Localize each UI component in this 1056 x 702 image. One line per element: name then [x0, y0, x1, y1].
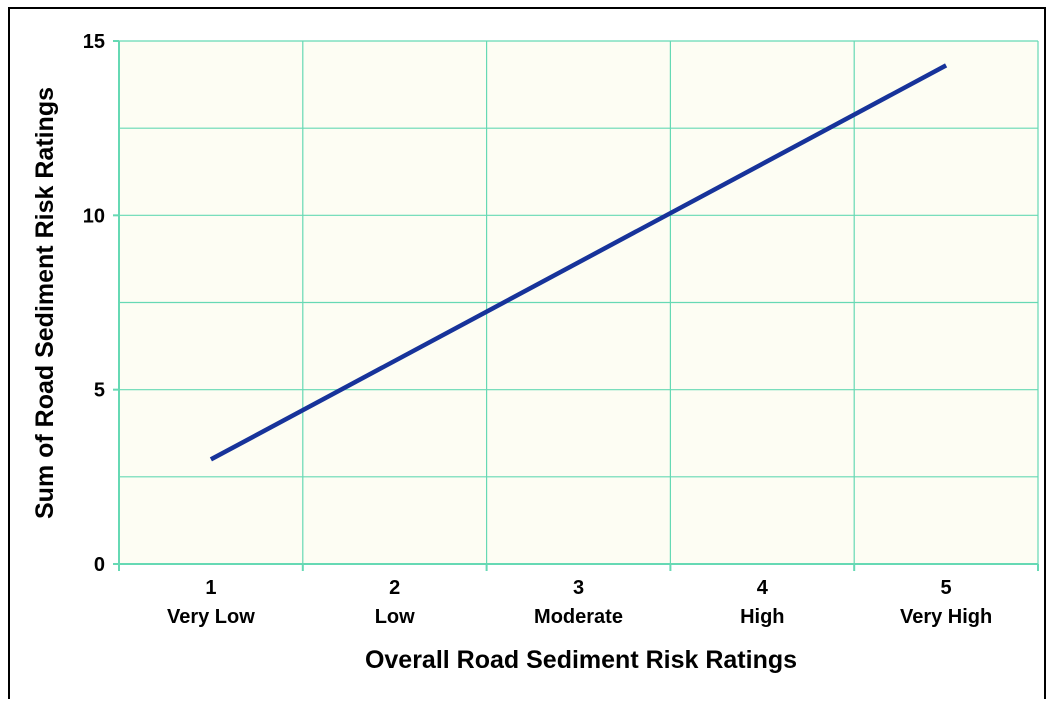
x-tick-category-label: Low — [375, 606, 415, 628]
y-tick-label: 15 — [83, 31, 105, 53]
y-axis-title: Sum of Road Sediment Risk Ratings — [31, 87, 59, 519]
y-tick-label: 5 — [94, 380, 105, 402]
grid-lines — [118, 40, 1039, 565]
x-tick-number: 3 — [573, 577, 584, 599]
y-tick-labels: 0 5 10 15 — [83, 31, 105, 576]
x-tick-number: 1 — [205, 577, 216, 599]
x-tick-labels: 1 Very Low 2 Low 3 Moderate 4 High 5 Very High — [167, 577, 992, 628]
x-tick-category-label: High — [740, 606, 784, 628]
x-tick-category-label: Moderate — [534, 606, 623, 628]
series-layer — [209, 63, 948, 462]
x-axis-title: Overall Road Sediment Risk Ratings — [365, 646, 797, 674]
x-tick-number: 4 — [757, 577, 769, 599]
axes — [113, 40, 1039, 571]
y-tick-label: 0 — [94, 554, 105, 576]
x-tick-number: 5 — [941, 577, 952, 599]
x-tick-category-label: Very High — [900, 606, 992, 628]
y-tick-label: 10 — [83, 205, 105, 227]
series-line — [209, 63, 948, 462]
x-tick-category-label: Very Low — [167, 606, 255, 628]
x-tick-number: 2 — [389, 577, 400, 599]
